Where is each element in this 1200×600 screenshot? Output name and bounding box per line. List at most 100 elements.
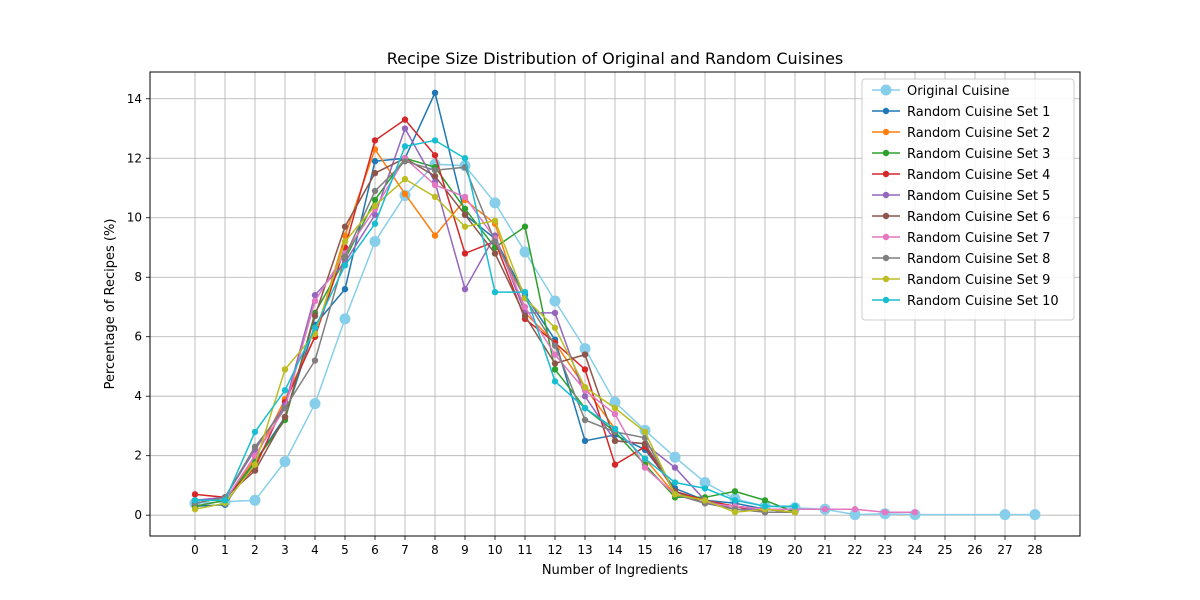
data-point [581,384,589,391]
data-point [731,488,739,495]
data-point [641,455,649,462]
data-point [669,451,681,463]
legend-label: Random Cuisine Set 7 [907,231,1050,246]
data-point [431,193,439,201]
data-point [761,503,769,510]
data-point [251,428,259,436]
y-tick-label: 0 [134,508,142,522]
data-point [791,509,799,516]
data-point [371,187,379,195]
data-point [341,238,349,245]
data-point [311,291,319,299]
data-point [579,343,591,355]
x-tick-label: 20 [787,543,802,557]
legend-marker [882,212,890,220]
x-tick-label: 21 [817,543,832,557]
data-point [461,155,469,162]
legend-marker [882,275,890,283]
x-tick-label: 23 [877,543,892,557]
data-point [401,116,409,123]
data-point [581,437,589,445]
x-axis-label: Number of Ingredients [542,563,689,578]
chart-title: Recipe Size Distribution of Original and… [387,49,844,68]
data-point [251,467,259,474]
data-point [881,509,889,516]
x-tick-label: 0 [191,543,199,557]
data-point [371,158,379,165]
data-point [191,497,199,504]
data-point [371,169,379,177]
data-point [911,509,919,516]
data-point [671,479,679,486]
x-tick-label: 3 [281,543,289,557]
x-tick-label: 5 [341,543,349,557]
data-point [731,497,739,504]
x-tick-label: 25 [937,543,952,557]
legend-marker [882,191,890,199]
y-tick-label: 14 [127,92,142,106]
data-point [461,250,469,257]
legend-label: Random Cuisine Set 9 [907,273,1050,288]
data-point [611,461,619,468]
legend-box [861,78,1075,321]
data-point [401,158,409,165]
x-tick-label: 4 [311,543,319,557]
data-point [371,137,379,144]
x-tick-label: 27 [997,543,1012,557]
data-point [849,509,861,521]
x-tick-label: 24 [907,543,922,557]
data-point [581,404,589,412]
y-tick-label: 6 [134,330,142,344]
data-point [281,387,289,394]
legend-item: Random Cuisine Set 1 [872,105,1050,120]
data-point [551,342,559,349]
x-tick-label: 18 [727,543,742,557]
data-point [521,312,529,320]
data-point [461,193,469,201]
data-point [491,288,499,296]
x-tick-label: 1 [221,543,229,557]
data-point [401,143,409,150]
y-tick-label: 12 [127,151,142,165]
data-point [491,250,499,257]
data-point [791,503,799,510]
data-point [311,312,319,320]
data-point [761,497,769,504]
data-point [611,437,619,445]
data-point [611,410,619,418]
data-point [431,137,439,144]
data-point [311,324,319,331]
x-tick-label: 12 [547,543,562,557]
data-point [191,491,199,498]
data-point [371,220,379,227]
x-tick-label: 6 [371,543,379,557]
data-point [431,181,439,189]
legend-marker [882,107,890,115]
data-point [581,351,589,358]
data-point [581,393,589,400]
data-point [551,324,559,331]
data-point [431,172,439,180]
data-point [431,232,439,239]
legend-item: Random Cuisine Set 9 [872,273,1050,288]
data-point [401,175,409,183]
x-tick-label: 19 [757,543,772,557]
data-point [281,366,289,373]
data-point [341,262,349,269]
legend-label: Random Cuisine Set 6 [907,210,1050,225]
data-point [1029,509,1041,521]
legend-item: Random Cuisine Set 4 [872,168,1050,183]
x-tick-label: 28 [1027,543,1042,557]
data-point [371,211,379,218]
data-point [549,295,561,307]
legend-label: Random Cuisine Set 1 [907,105,1050,120]
legend-item: Random Cuisine Set 8 [872,252,1050,267]
data-point [311,357,319,364]
legend-label: Random Cuisine Set 10 [907,294,1059,309]
data-point [401,125,409,132]
data-point [551,378,559,385]
data-point [371,196,379,204]
x-tick-label: 17 [697,543,712,557]
series-10 [191,137,799,510]
y-axis-label: Percentage of Recipes (%) [103,219,118,390]
